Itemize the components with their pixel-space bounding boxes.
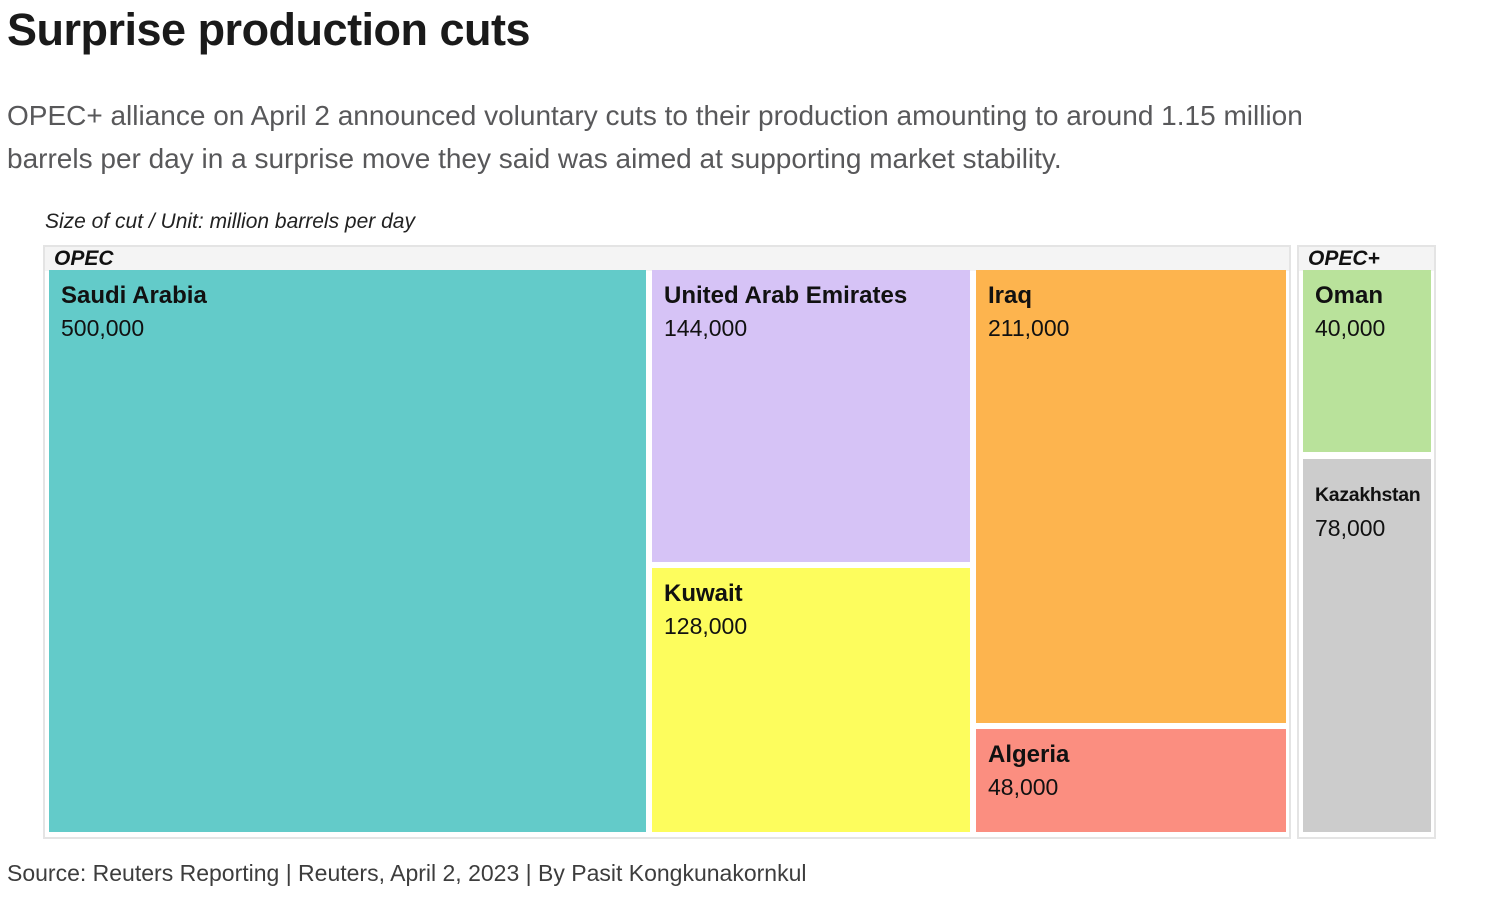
treemap-block-kazakhstan: Kazakhstan 78,000 <box>1303 459 1431 832</box>
block-country-name: Algeria <box>988 741 1070 768</box>
block-country-name: Saudi Arabia <box>61 282 207 309</box>
page-subtitle: OPEC+ alliance on April 2 announced volu… <box>7 100 1303 174</box>
block-country-name: United Arab Emirates <box>664 282 908 309</box>
block-country-name: Oman <box>1315 282 1384 309</box>
block-cut-value: 144,000 <box>664 315 748 341</box>
treemap-block-oman: Oman 40,000 <box>1303 270 1431 452</box>
block-cut-value: 78,000 <box>1315 515 1386 541</box>
block-cut-value: 211,000 <box>988 315 1070 341</box>
block-cut-value: 500,000 <box>61 315 145 341</box>
group-header-opec: OPEC <box>45 247 1289 271</box>
block-cut-value: 40,000 <box>1315 315 1386 341</box>
block-cut-value: 48,000 <box>988 774 1059 800</box>
treemap-block-united-arab-emirates: United Arab Emirates 144,000 <box>652 270 970 562</box>
group-label-opec: OPEC <box>54 247 114 270</box>
chart-unit-note: Size of cut / Unit: million barrels per … <box>45 210 415 233</box>
block-country-name: Kuwait <box>664 580 743 607</box>
treemap-group-opec-plus: OPEC+ Oman 40,000 Kazakhstan 78,000 <box>1297 245 1436 839</box>
block-country-name: Iraq <box>988 282 1033 309</box>
source-credit: Source: Reuters Reporting | Reuters, Apr… <box>7 860 807 886</box>
page-title: Surprise production cuts <box>7 4 531 55</box>
treemap-block-kuwait: Kuwait 128,000 <box>652 568 970 832</box>
treemap-block-iraq: Iraq 211,000 <box>976 270 1286 723</box>
block-country-name: Kazakhstan <box>1315 484 1421 506</box>
block-cut-value: 128,000 <box>664 613 748 639</box>
treemap-block-saudi-arabia: Saudi Arabia 500,000 <box>49 270 646 832</box>
group-label-opec-plus: OPEC+ <box>1308 247 1380 270</box>
treemap-group-opec: OPEC Saudi Arabia 500,000 United Arab Em… <box>43 245 1291 839</box>
treemap-block-algeria: Algeria 48,000 <box>976 729 1286 832</box>
group-header-opec-plus: OPEC+ <box>1299 247 1434 271</box>
